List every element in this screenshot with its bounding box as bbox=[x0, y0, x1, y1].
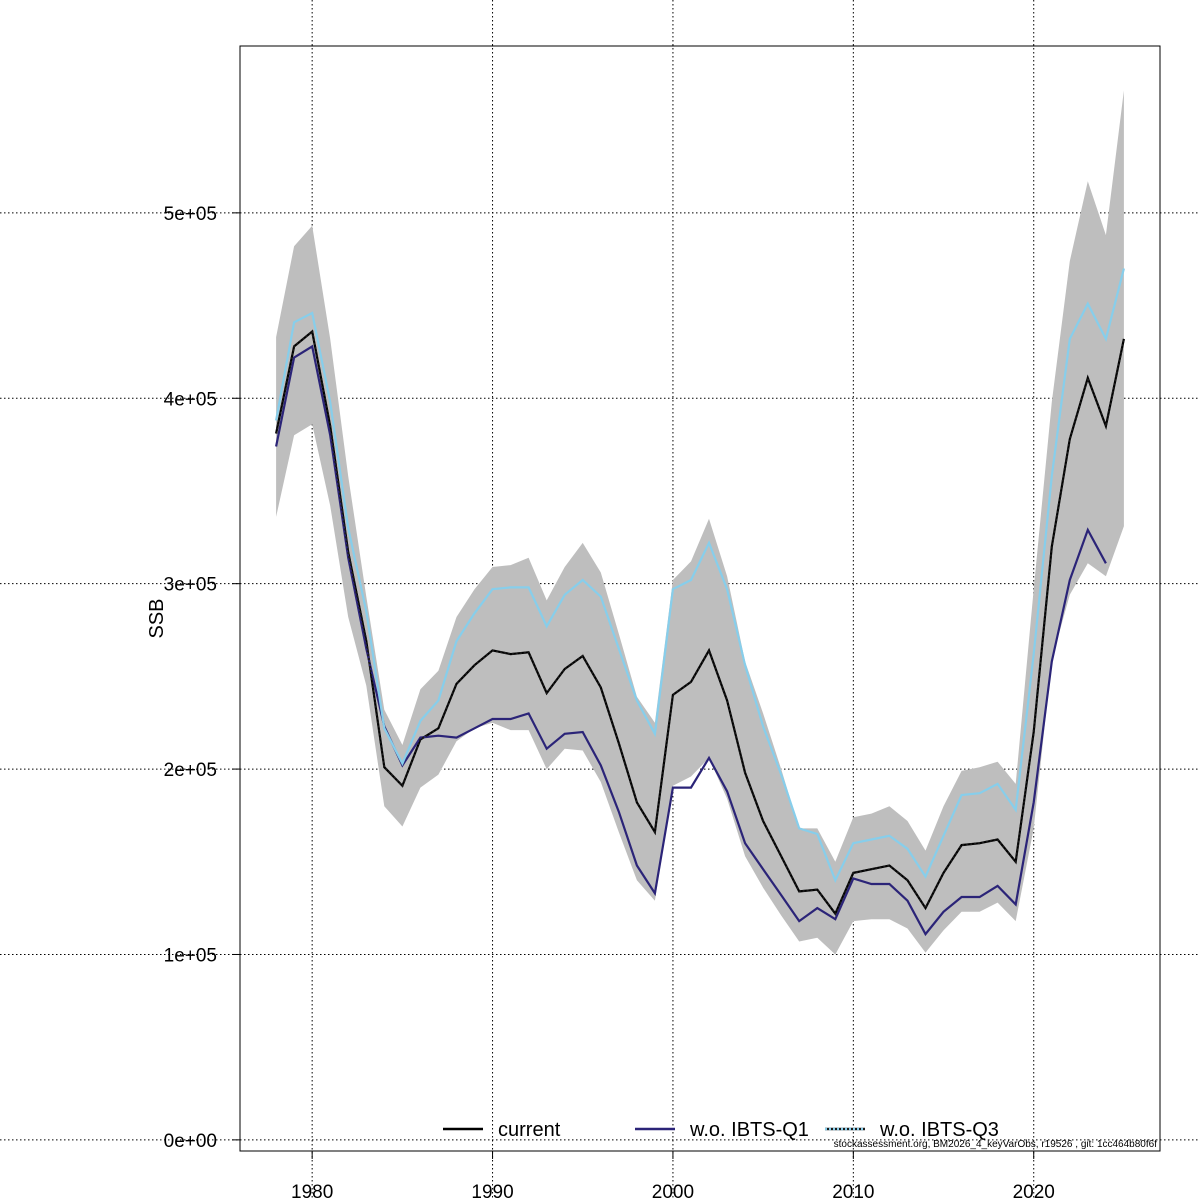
series-lines bbox=[275, 268, 1125, 937]
x-tick-label: 1980 bbox=[291, 1182, 333, 1200]
series-line-current-overlay bbox=[275, 329, 1125, 916]
y-tick-label: 1e+05 bbox=[164, 945, 217, 966]
y-tick-label: 3e+05 bbox=[164, 575, 217, 596]
y-tick-label: 2e+05 bbox=[164, 760, 217, 781]
y-tick-label: 0e+00 bbox=[164, 1131, 217, 1152]
y-tick-label: 5e+05 bbox=[164, 204, 217, 225]
plot-frame bbox=[239, 45, 1161, 1152]
footnote: stockassessment.org, BM2026_4_keyVarObs,… bbox=[834, 1139, 1158, 1150]
y-axis-label: SSB bbox=[146, 598, 168, 638]
x-tick-label: 1990 bbox=[471, 1182, 513, 1200]
legend-label: w.o. IBTS-Q3 bbox=[879, 1119, 999, 1141]
confidence-band bbox=[276, 90, 1124, 955]
y-tick-label: 4e+05 bbox=[164, 389, 217, 410]
x-tick-label: 2000 bbox=[652, 1182, 694, 1200]
legend: current w.o. IBTS-Q1 w.o. IBTS-Q3 bbox=[443, 1119, 999, 1141]
x-tick-label: 2020 bbox=[1013, 1182, 1055, 1200]
y-axis: 0e+00 1e+05 2e+05 3e+05 4e+05 5e+05 bbox=[164, 204, 240, 1152]
series-line-wo-ibts-q3 bbox=[275, 268, 1125, 884]
series-line-wo-ibts-q1 bbox=[275, 344, 1107, 937]
legend-label: current bbox=[498, 1119, 561, 1141]
x-tick-label: 2010 bbox=[832, 1182, 874, 1200]
legend-label: w.o. IBTS-Q1 bbox=[689, 1119, 809, 1141]
x-axis: 1980 1990 2000 2010 2020 bbox=[291, 1151, 1055, 1200]
